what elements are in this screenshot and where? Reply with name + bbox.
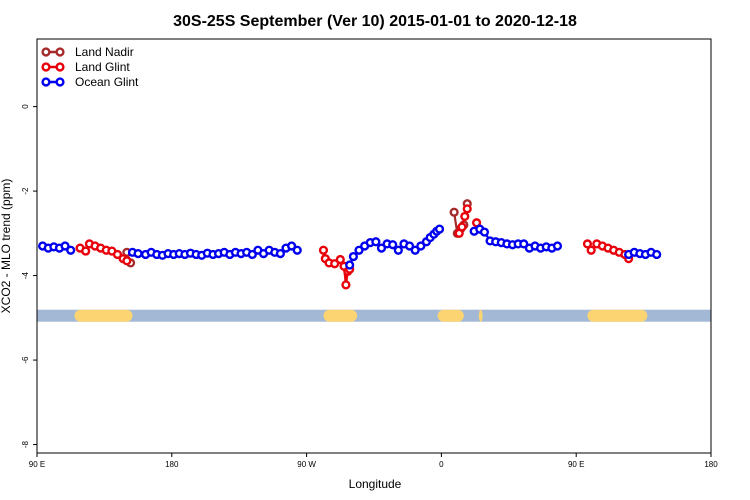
land-segment [478, 309, 483, 322]
land-glint-point [341, 280, 351, 290]
ocean-glint-point [652, 249, 662, 260]
ocean-glint-point [247, 249, 257, 260]
y-tick-label: -2 [21, 187, 30, 195]
ocean-glint-legend-marker [41, 77, 51, 87]
ocean-glint-point [348, 251, 359, 262]
land-nadir-legend-label: Land Nadir [75, 45, 134, 59]
ocean-glint-point [552, 241, 563, 251]
x-tick-label: 90 E [568, 460, 584, 469]
land-glint-legend-marker [55, 62, 65, 72]
land-segment [323, 309, 358, 322]
ocean-glint-point [479, 227, 490, 237]
land-glint-legend-label: Land Glint [75, 60, 130, 74]
ocean-glint-point [60, 241, 70, 251]
surface-band [37, 309, 711, 322]
ocean-glint-point [434, 224, 445, 234]
ocean-glint-point [292, 245, 302, 255]
land-nadir-legend-marker [41, 47, 51, 57]
y-axis-label: XCO2 - MLO trend (ppm) [0, 179, 13, 314]
land-nadir-point [449, 207, 459, 217]
y-tick-label: 0 [21, 104, 30, 109]
ocean-glint-point [66, 245, 76, 255]
ocean-glint-legend-label: Ocean Glint [75, 75, 139, 89]
land-glint-point [112, 249, 123, 260]
x-tick-label: 90 W [297, 460, 316, 469]
land-glint-point [122, 256, 132, 266]
ocean-glint-point [416, 241, 426, 251]
land-glint-legend-marker [41, 62, 51, 72]
land-glint-point [582, 239, 593, 249]
ocean-glint-point [376, 243, 387, 253]
land-glint-point [460, 211, 470, 222]
ocean-glint-point [388, 240, 398, 250]
x-axis-label: Longitude [349, 477, 402, 491]
land-glint-point [330, 259, 340, 269]
ocean-glint-point [410, 245, 420, 255]
land-segment [74, 309, 133, 322]
y-tick-label: -4 [21, 271, 30, 279]
ocean-glint-point [393, 245, 403, 255]
land-segment [437, 309, 464, 322]
ocean-glint-point [345, 260, 355, 270]
land-glint-point [586, 245, 596, 255]
ocean-glint-point [371, 237, 381, 247]
land-segment [587, 309, 648, 322]
land-glint-point [81, 246, 91, 256]
land-glint-point [462, 204, 472, 214]
ocean-glint-point [354, 245, 364, 255]
ocean-band [37, 309, 711, 322]
ocean-glint-point [133, 249, 143, 259]
x-tick-label: 0 [439, 460, 444, 469]
chart-title: 30S-25S September (Ver 10) 2015-01-01 to… [173, 13, 577, 30]
land-nadir-legend-marker [55, 47, 65, 57]
x-tick-label: 90 E [29, 460, 45, 469]
x-tick-label: 180 [165, 460, 179, 469]
ocean-glint-point [519, 239, 529, 249]
land-glint-point [318, 245, 329, 255]
ocean-glint-point [404, 241, 415, 251]
y-tick-label: -6 [21, 356, 30, 364]
plot-series [38, 199, 662, 290]
y-axis: 0 -2 -4 -6 -8 [21, 104, 37, 448]
y-tick-label: -8 [21, 440, 30, 448]
x-axis: 90 E 180 90 W 0 90 E 180 [29, 453, 718, 469]
ocean-glint-point [275, 249, 285, 259]
land-glint-point [335, 254, 345, 265]
ocean-glint-point [287, 241, 297, 251]
land-glint-point [457, 222, 467, 232]
ocean-glint-legend-marker [55, 77, 65, 87]
plot-frame [36, 38, 712, 454]
x-tick-label: 180 [704, 460, 718, 469]
